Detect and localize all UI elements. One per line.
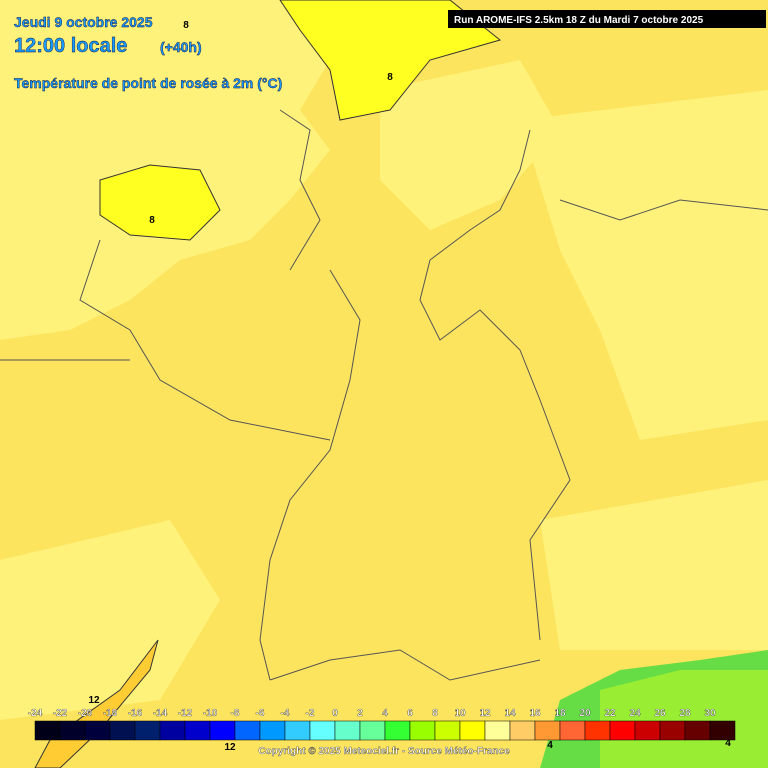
legend-label: 10 [454,708,466,719]
legend-swatch [709,720,736,741]
legend-label: -4 [281,708,290,719]
contour-area [99,164,221,241]
contour-label: 8 [387,72,393,83]
legend-swatch [359,720,386,741]
light-area [0,520,220,720]
lead-time: (+40h) [160,39,202,55]
legend-label: -24 [28,708,43,719]
legend-label: -2 [306,708,315,719]
legend-label: -6 [256,708,265,719]
legend-label: 14 [504,708,516,719]
contour-label: 4 [725,738,731,749]
legend-swatch [459,720,486,741]
legend-swatch [59,720,86,741]
legend-swatch [309,720,336,741]
legend-label: 22 [604,708,616,719]
legend-label: 4 [382,708,388,719]
legend-swatch [234,720,261,741]
contour-label: 8 [183,20,189,31]
legend-swatch [559,720,586,741]
copyright: Copyright © 2025 Meteociel.fr - Source M… [258,746,510,757]
legend-swatch [584,720,611,741]
legend-label: -10 [203,708,218,719]
legend-label: -20 [78,708,93,719]
legend-swatch [684,720,711,741]
borders [0,109,768,681]
legend-label: 2 [357,708,363,719]
legend-swatch [434,720,461,741]
legend-swatch [109,720,136,741]
parameter: Température de point de rosée à 2m (°C) [14,75,282,91]
legend-swatch [34,720,61,741]
legend-label: 24 [629,708,641,719]
legend-swatch [259,720,286,741]
legend-label: -14 [153,708,168,719]
legend-swatch [184,720,211,741]
contour-label: 8 [149,215,155,226]
contour-label: 4 [547,740,553,751]
legend-label: 8 [432,708,438,719]
legend-label: -12 [178,708,193,719]
legend-swatch [134,720,161,741]
legend-label: 16 [529,708,541,719]
legend-label: 26 [654,708,666,719]
run-box [448,10,766,28]
legend-label: -22 [53,708,68,719]
legend-swatch [384,720,411,741]
time: 12:00 locale [14,35,127,57]
legend-swatch [609,720,636,741]
light-area [540,480,768,650]
legend-label: -16 [128,708,143,719]
legend-swatch [634,720,661,741]
legend-label: 28 [679,708,691,719]
run-info: Run AROME-IFS 2.5km 18 Z du Mardi 7 octo… [454,15,704,26]
green-area [600,670,768,768]
legend-swatch [534,720,561,741]
legend-label: 20 [579,708,591,719]
legend-label: -18 [103,708,118,719]
legend-label: 0 [332,708,338,719]
legend-swatch [284,720,311,741]
legend-swatch [409,720,436,741]
light-area [520,90,768,440]
light-area [380,60,560,230]
legend-label: 12 [479,708,491,719]
contour-label: 12 [224,742,236,753]
legend-label: 6 [407,708,413,719]
legend-swatch [84,720,111,741]
legend-swatch [209,720,236,741]
legend-label: 18 [554,708,566,719]
legend-swatch [484,720,511,741]
contour-label: 12 [88,695,100,706]
legend-label: 30 [704,708,716,719]
date: Jeudi 9 octobre 2025 [14,14,153,30]
legend-label: -8 [231,708,240,719]
legend-swatch [159,720,186,741]
legend-swatch [334,720,361,741]
legend-swatch [509,720,536,741]
legend-swatch [659,720,686,741]
